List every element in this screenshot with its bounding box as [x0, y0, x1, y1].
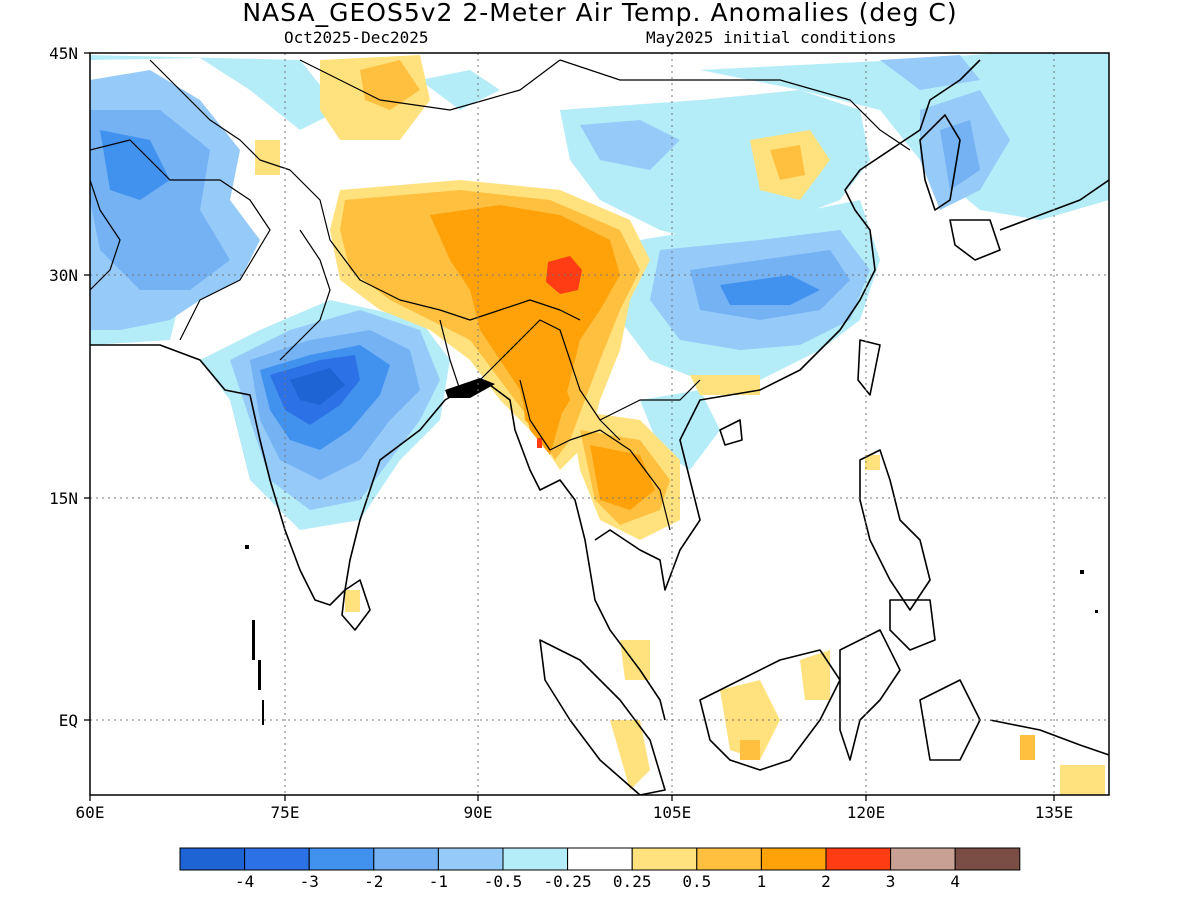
lon-label-75e: 75E: [271, 803, 300, 822]
lon-label-105e: 105E: [653, 803, 692, 822]
colorbar: -4 -3 -2 -1 -0.5 -0.25 0.25 0.5 1 2 3 4: [179, 847, 1021, 891]
coastlines: [90, 59, 1109, 795]
lon-label-60e: 60E: [76, 803, 105, 822]
map-area: [90, 53, 1109, 795]
lat-label-eq: EQ: [59, 711, 78, 730]
colorbar-swatch: [825, 847, 892, 871]
map-title: NASA_GEOS5v2 2-Meter Air Temp. Anomalies…: [242, 0, 958, 27]
colorbar-swatch: [890, 847, 956, 871]
colorbar-level-label: -2: [364, 872, 383, 891]
country-borders: [90, 59, 911, 531]
colorbar-swatch: [308, 847, 375, 871]
colorbar-swatch: [373, 847, 439, 871]
colorbar-swatch: [696, 847, 762, 871]
coastline-specks: [245, 378, 1098, 725]
colorbar-level-label: -1: [429, 872, 448, 891]
colorbar-swatch: [437, 847, 504, 871]
colorbar-level-label: 4: [950, 872, 960, 891]
colorbar-level-label: 1: [757, 872, 767, 891]
map-frame: [89, 52, 1110, 796]
axis-ticks: [84, 52, 1055, 801]
colorbar-level-label: -0.25: [544, 872, 592, 891]
lon-label-135e: 135E: [1035, 803, 1074, 822]
lon-label-90e: 90E: [464, 803, 493, 822]
forecast-period: Oct2025-Dec2025: [284, 28, 429, 47]
colorbar-level-label: -0.5: [484, 872, 523, 891]
colorbar-swatch: [244, 847, 310, 871]
initial-conditions: May2025 initial conditions: [646, 28, 897, 47]
colorbar-swatch: [631, 847, 698, 871]
colorbar-level-label: -3: [300, 872, 319, 891]
colorbar-level-label: 3: [886, 872, 896, 891]
lat-label-45n: 45N: [49, 44, 78, 63]
colorbar-swatch: [502, 847, 569, 871]
lat-label-30n: 30N: [49, 266, 78, 285]
colorbar-level-label: 0.25: [613, 872, 652, 891]
lat-label-15n: 15N: [49, 489, 78, 508]
anomaly-fill-deepest-blue: [290, 368, 345, 405]
colorbar-swatch: [179, 847, 246, 871]
colorbar-swatch: [760, 847, 827, 871]
colorbar-swatch: [567, 847, 633, 871]
colorbar-level-label: 2: [821, 872, 831, 891]
colorbar-swatch: [954, 847, 1021, 871]
graticule: [90, 53, 1109, 795]
colorbar-level-label: -4: [235, 872, 254, 891]
lon-label-120e: 120E: [847, 803, 886, 822]
colorbar-level-label: 0.5: [682, 872, 711, 891]
